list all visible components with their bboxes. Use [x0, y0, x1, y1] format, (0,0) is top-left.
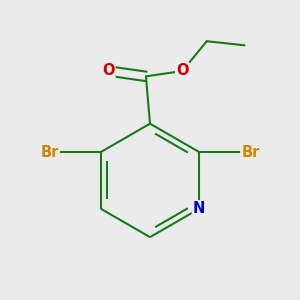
Text: O: O: [102, 64, 114, 79]
Text: O: O: [176, 64, 189, 79]
Text: Br: Br: [40, 145, 59, 160]
Text: Br: Br: [241, 145, 260, 160]
Text: N: N: [193, 201, 205, 216]
